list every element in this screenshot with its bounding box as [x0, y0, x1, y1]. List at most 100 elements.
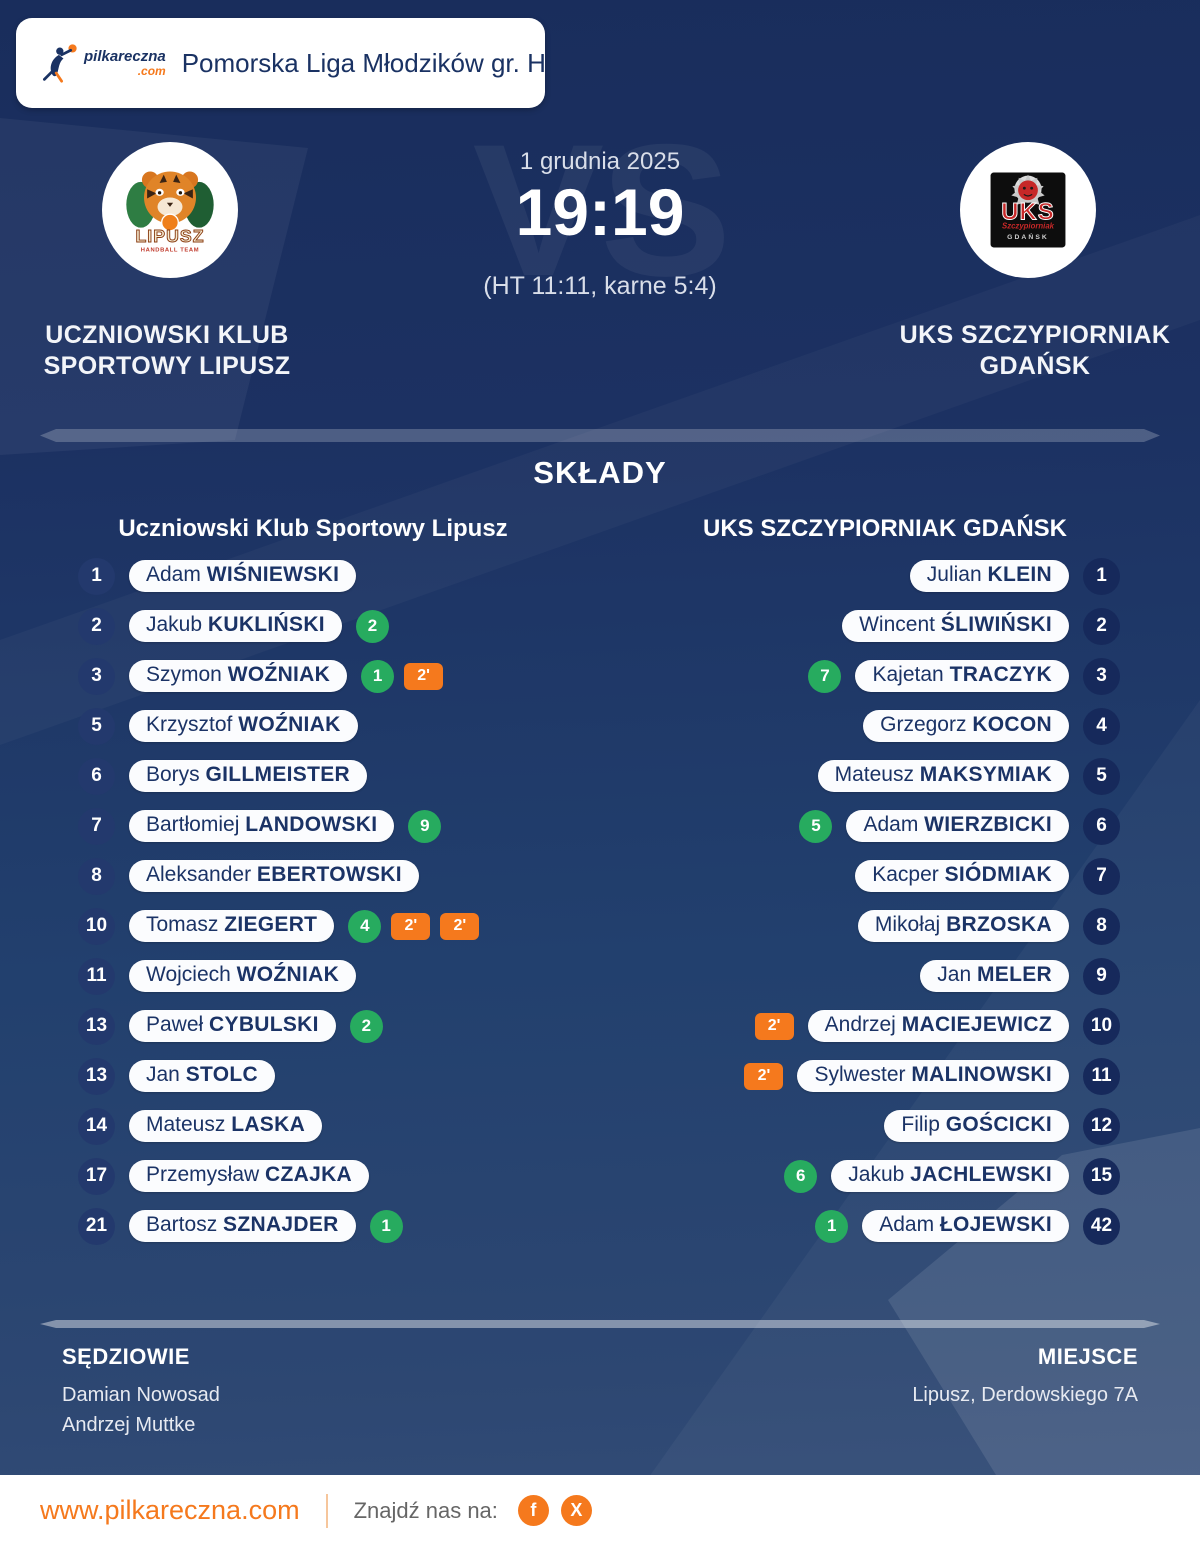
player-number: 13 — [78, 1057, 115, 1095]
player-number: 15 — [1083, 1157, 1120, 1195]
suspension-badge: 2' — [440, 912, 480, 940]
referee-names: Damian Nowosad Andrzej Muttke — [62, 1380, 220, 1440]
player-row: 10 Tomasz ZIEGERT 4 2' 2' — [78, 901, 598, 951]
referees-label: SĘDZIOWIE — [62, 1344, 190, 1369]
league-title: Pomorska Liga Młodzików gr. H — [181, 47, 546, 78]
footer-divider — [325, 1493, 328, 1528]
header-card: pilkareczna .com Pomorska Liga Młodzików… — [16, 18, 546, 108]
player-row: 1 Adam WIŚNIEWSKI — [78, 551, 598, 601]
player-name-pill: Sylwester MALINOWSKI — [797, 1060, 1069, 1092]
player-row: 6 Borys GILLMEISTER — [78, 751, 598, 801]
roster-home-rows: 1 Adam WIŚNIEWSKI 2 Jakub KUKLIŃSKI 2 3 Szymon… — [78, 551, 598, 1251]
player-number: 2 — [78, 607, 115, 645]
svg-text:Szczypiorniak: Szczypiorniak — [1002, 222, 1055, 231]
footer: www.pilkareczna.com Znajdź nas na: f X — [0, 1475, 1200, 1546]
player-name-pill: Mateusz LASKA — [129, 1110, 323, 1142]
venue-block: MIEJSCE Lipusz, Derdowskiego 7A — [912, 1344, 1138, 1440]
player-row: 17 Przemysław CZAJKA — [78, 1151, 598, 1201]
away-team-crest-icon: UKS Szczypiorniak GDAŃSK — [990, 172, 1066, 248]
player-number: 7 — [78, 807, 115, 845]
player-badges: 2' — [744, 1062, 784, 1090]
player-name-pill: Jan STOLC — [129, 1060, 275, 1092]
player-row: 13 Jan STOLC — [78, 1051, 598, 1101]
player-row: 4 Grzegorz KOCON — [600, 701, 1120, 751]
find-us-label: Znajdź nas na: — [353, 1497, 498, 1523]
player-number: 42 — [1083, 1207, 1120, 1245]
player-name-pill: Paweł CYBULSKI — [129, 1010, 336, 1042]
suspension-badge: 2' — [744, 1062, 784, 1090]
match-halftime: (HT 11:11, karne 5:4) — [483, 272, 717, 300]
player-number: 8 — [78, 857, 115, 895]
home-team-logo: LIPUSZ HANDBALL TEAM — [102, 142, 238, 278]
pilkareczna-logo: pilkareczna .com — [38, 41, 166, 85]
player-number: 6 — [78, 757, 115, 795]
venue-label: MIEJSCE — [1037, 1344, 1138, 1369]
player-name-pill: Adam WIERZBICKI — [846, 810, 1069, 842]
x-icon[interactable]: X — [560, 1495, 592, 1526]
player-number: 12 — [1083, 1107, 1120, 1145]
player-row: 21 Bartosz SZNAJDER 1 — [78, 1201, 598, 1251]
player-number: 21 — [78, 1207, 115, 1245]
referee-name: Andrzej Muttke — [62, 1414, 196, 1436]
section-divider — [40, 1320, 1160, 1328]
brand-name: pilkareczna — [84, 48, 166, 65]
goals-badge: 2 — [349, 1009, 383, 1043]
svg-text:UKS: UKS — [1001, 198, 1055, 225]
player-badges: 9 — [408, 809, 442, 843]
player-row: 15 Jakub JACHLEWSKI 6 — [600, 1151, 1120, 1201]
goals-badge: 6 — [784, 1159, 818, 1193]
brand-text: pilkareczna .com — [84, 49, 166, 77]
player-row: 42 Adam ŁOJEWSKI 1 — [600, 1201, 1120, 1251]
player-name-pill: Mikołaj BRZOSKA — [857, 910, 1069, 942]
player-row: 5 Mateusz MAKSYMIAK — [600, 751, 1120, 801]
player-name-pill: Kajetan TRACZYK — [855, 660, 1069, 692]
player-name-pill: Przemysław CZAJKA — [129, 1160, 370, 1192]
player-name-pill: Adam ŁOJEWSKI — [862, 1210, 1069, 1242]
home-team-crest-icon: LIPUSZ HANDBALL TEAM — [126, 171, 214, 254]
player-name-pill: Krzysztof WOŹNIAK — [129, 710, 358, 742]
away-team-logo: UKS Szczypiorniak GDAŃSK — [960, 142, 1096, 278]
player-row: 12 Filip GOŚCICKI — [600, 1101, 1120, 1151]
player-number: 5 — [1083, 757, 1120, 795]
svg-text:GDAŃSK: GDAŃSK — [1007, 232, 1049, 241]
player-badges: 6 — [784, 1159, 818, 1193]
player-name-pill: Bartłomiej LANDOWSKI — [129, 810, 395, 842]
player-number: 3 — [78, 657, 115, 695]
social-icons: f X — [517, 1495, 592, 1526]
website-link[interactable]: www.pilkareczna.com — [40, 1495, 300, 1525]
player-row: 2 Wincent ŚLIWIŃSKI — [600, 601, 1120, 651]
goals-badge: 7 — [808, 659, 842, 693]
player-number: 1 — [1083, 557, 1120, 595]
player-number: 7 — [1083, 857, 1120, 895]
player-name-pill: Andrzej MACIEJEWICZ — [807, 1010, 1069, 1042]
handball-player-icon — [42, 44, 77, 83]
player-number: 4 — [1083, 707, 1120, 745]
suspension-badge: 2' — [404, 662, 444, 690]
player-name-pill: Jan MELER — [920, 960, 1069, 992]
player-row: 11 Sylwester MALINOWSKI 2' — [600, 1051, 1120, 1101]
player-name-pill: Adam WIŚNIEWSKI — [129, 560, 357, 592]
player-name-pill: Aleksander EBERTOWSKI — [129, 860, 419, 892]
player-number: 10 — [78, 907, 115, 945]
player-badges: 2' — [754, 1012, 794, 1040]
roster-away-rows: 1 Julian KLEIN 2 Wincent ŚLIWIŃSKI 3 Kajetan … — [600, 551, 1120, 1251]
suspension-badge: 2' — [391, 912, 431, 940]
facebook-icon[interactable]: f — [517, 1495, 549, 1526]
player-number: 6 — [1083, 807, 1120, 845]
player-row: 13 Paweł CYBULSKI 2 — [78, 1001, 598, 1051]
player-badges: 1 — [815, 1209, 849, 1243]
player-row: 8 Aleksander EBERTOWSKI — [78, 851, 598, 901]
player-number: 10 — [1083, 1007, 1120, 1045]
player-number: 3 — [1083, 657, 1120, 695]
player-name-pill: Borys GILLMEISTER — [129, 760, 367, 792]
goals-badge: 5 — [799, 809, 833, 843]
player-row: 14 Mateusz LASKA — [78, 1101, 598, 1151]
svg-text:LIPUSZ: LIPUSZ — [135, 226, 204, 246]
away-roster-header: UKS SZCZYPIORNIAK GDAŃSK — [702, 515, 1068, 542]
referees-block: SĘDZIOWIE Damian Nowosad Andrzej Muttke — [62, 1344, 220, 1440]
player-name-pill: Julian KLEIN — [909, 560, 1069, 592]
goals-badge: 1 — [369, 1209, 403, 1243]
match-score: 19:19 — [515, 175, 685, 249]
player-name-pill: Jakub KUKLIŃSKI — [129, 610, 342, 642]
